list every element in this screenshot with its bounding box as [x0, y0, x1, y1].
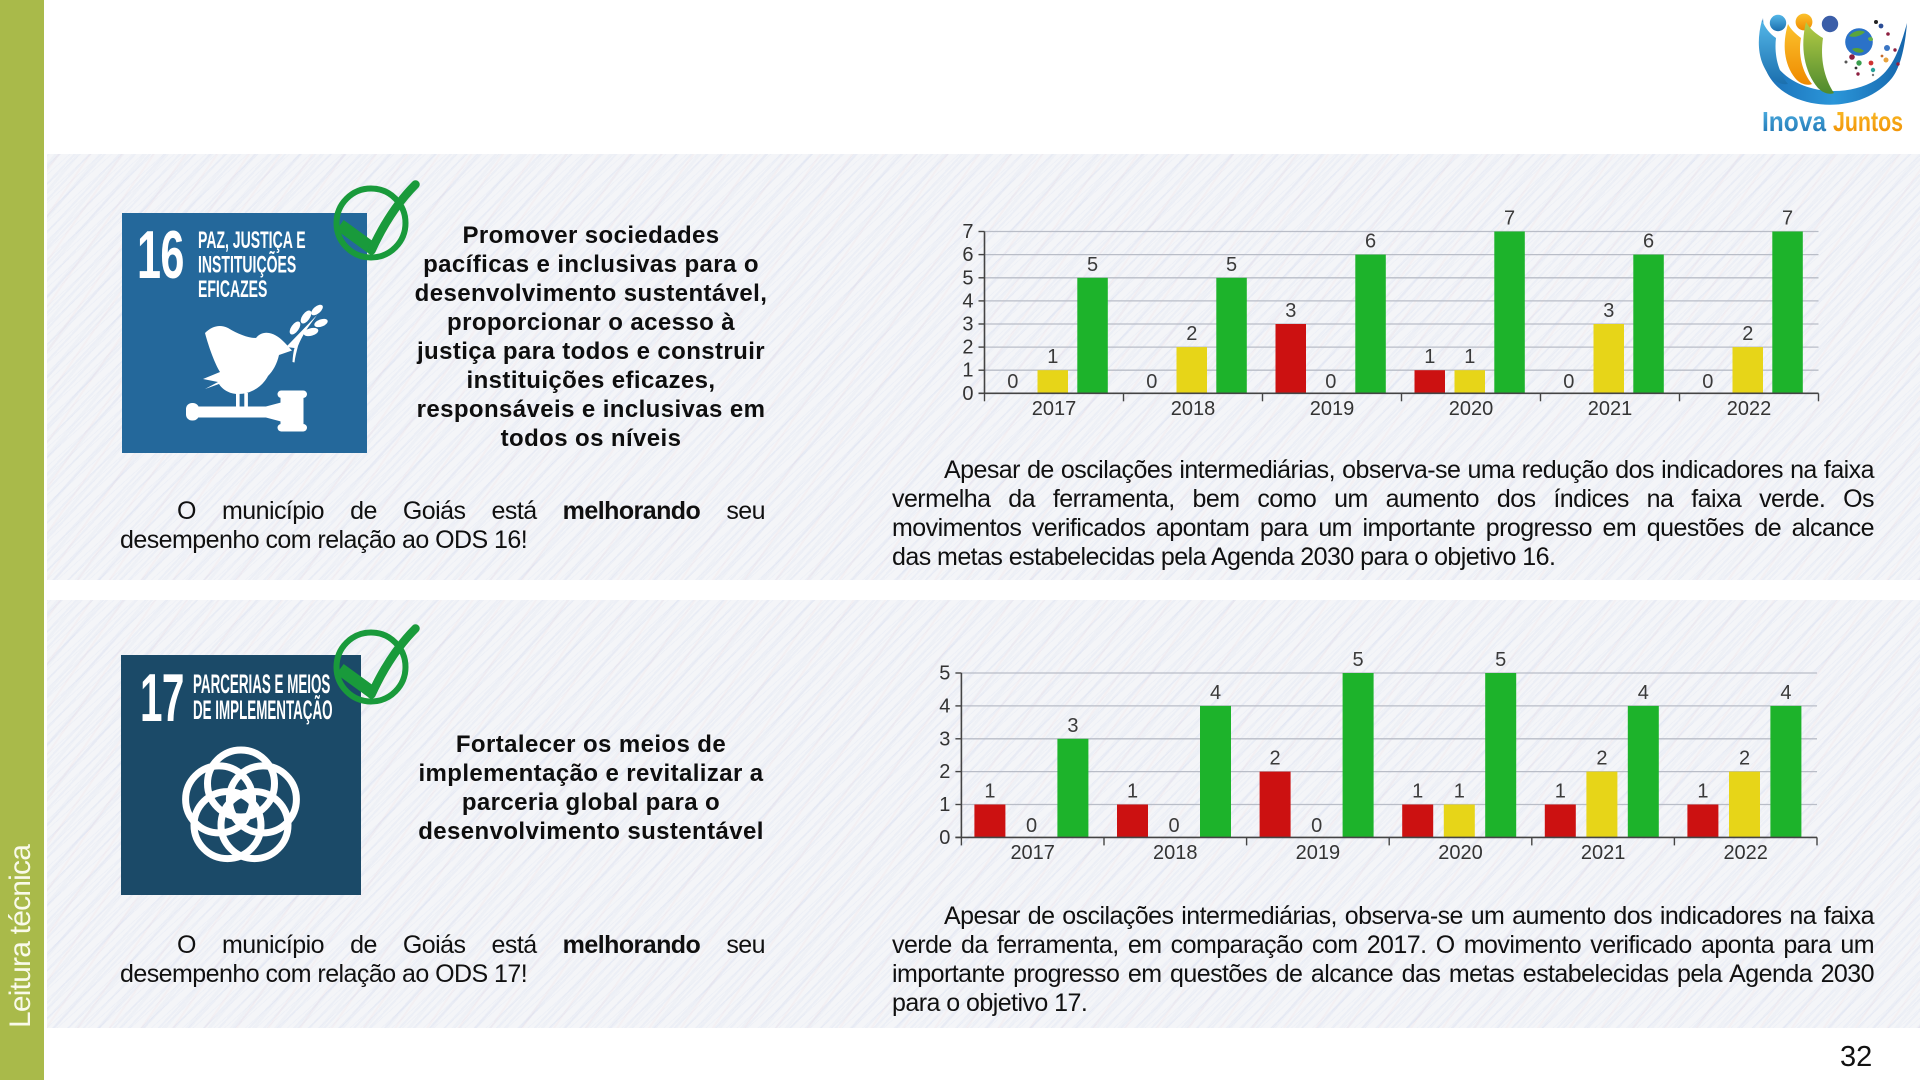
svg-text:6: 6 [1365, 231, 1376, 253]
svg-text:INSTITUIÇÕES: INSTITUIÇÕES [198, 249, 296, 278]
svg-text:0: 0 [1563, 371, 1574, 393]
svg-text:4: 4 [962, 290, 973, 312]
svg-text:2: 2 [962, 337, 973, 359]
svg-text:5: 5 [939, 663, 950, 685]
svg-text:5: 5 [1353, 649, 1364, 671]
svg-text:1: 1 [939, 794, 950, 816]
svg-text:2: 2 [1739, 748, 1750, 770]
svg-text:5: 5 [1226, 254, 1237, 276]
svg-text:2021: 2021 [1588, 398, 1633, 420]
svg-text:2: 2 [1596, 748, 1607, 770]
svg-text:0: 0 [1311, 815, 1322, 837]
svg-text:Juntos: Juntos [1833, 106, 1903, 137]
svg-text:7: 7 [1504, 208, 1515, 230]
svg-text:3: 3 [962, 314, 973, 336]
svg-text:1: 1 [1454, 781, 1465, 803]
svg-text:0: 0 [1325, 371, 1336, 393]
svg-text:2021: 2021 [1581, 842, 1626, 864]
svg-text:0: 0 [962, 383, 973, 405]
svg-text:2017: 2017 [1032, 398, 1077, 420]
svg-text:2018: 2018 [1153, 842, 1198, 864]
svg-text:0: 0 [1007, 371, 1018, 393]
svg-text:2019: 2019 [1310, 398, 1355, 420]
svg-text:3: 3 [1603, 300, 1614, 322]
svg-text:5: 5 [1087, 254, 1098, 276]
svg-text:0: 0 [1169, 815, 1180, 837]
svg-text:1: 1 [1464, 346, 1475, 368]
svg-text:0: 0 [1146, 371, 1157, 393]
svg-text:2017: 2017 [1010, 842, 1054, 864]
svg-text:1: 1 [1047, 346, 1058, 368]
svg-text:7: 7 [962, 221, 973, 243]
svg-text:Inova: Inova [1762, 106, 1826, 137]
svg-text:2022: 2022 [1723, 842, 1768, 864]
svg-text:DE IMPLEMENTAÇÃO: DE IMPLEMENTAÇÃO [193, 694, 333, 726]
svg-text:1: 1 [962, 360, 973, 382]
svg-text:2020: 2020 [1449, 398, 1494, 420]
svg-text:2022: 2022 [1727, 398, 1772, 420]
svg-text:1: 1 [1424, 346, 1435, 368]
svg-text:6: 6 [1643, 231, 1654, 253]
svg-text:1: 1 [1697, 781, 1708, 803]
svg-text:0: 0 [1026, 815, 1037, 837]
svg-text:16: 16 [137, 217, 184, 293]
svg-text:PARCERIAS E MEIOS: PARCERIAS E MEIOS [193, 669, 330, 699]
svg-text:1: 1 [1412, 781, 1423, 803]
svg-text:0: 0 [1702, 371, 1713, 393]
svg-text:7: 7 [1782, 208, 1793, 230]
svg-text:2: 2 [1186, 323, 1197, 345]
svg-text:3: 3 [1067, 715, 1078, 737]
svg-text:5: 5 [1495, 649, 1506, 671]
svg-text:2018: 2018 [1171, 398, 1216, 420]
svg-text:1: 1 [1127, 781, 1138, 803]
svg-text:3: 3 [939, 728, 950, 750]
svg-text:2020: 2020 [1438, 842, 1483, 864]
svg-text:0: 0 [939, 827, 950, 849]
svg-text:17: 17 [140, 659, 184, 736]
svg-text:2: 2 [939, 761, 950, 783]
svg-text:2: 2 [1742, 323, 1753, 345]
svg-text:2019: 2019 [1296, 842, 1341, 864]
svg-text:3: 3 [1285, 300, 1296, 322]
svg-text:PAZ, JUSTIÇA E: PAZ, JUSTIÇA E [198, 227, 306, 254]
svg-text:4: 4 [1210, 682, 1221, 704]
svg-text:1: 1 [1555, 781, 1566, 803]
svg-text:6: 6 [962, 244, 973, 266]
svg-text:1: 1 [984, 781, 995, 803]
svg-text:4: 4 [1780, 682, 1791, 704]
svg-text:EFICAZES: EFICAZES [198, 276, 267, 303]
svg-text:5: 5 [962, 267, 973, 289]
svg-text:4: 4 [1638, 682, 1649, 704]
svg-text:4: 4 [939, 695, 950, 717]
svg-text:2: 2 [1270, 748, 1281, 770]
